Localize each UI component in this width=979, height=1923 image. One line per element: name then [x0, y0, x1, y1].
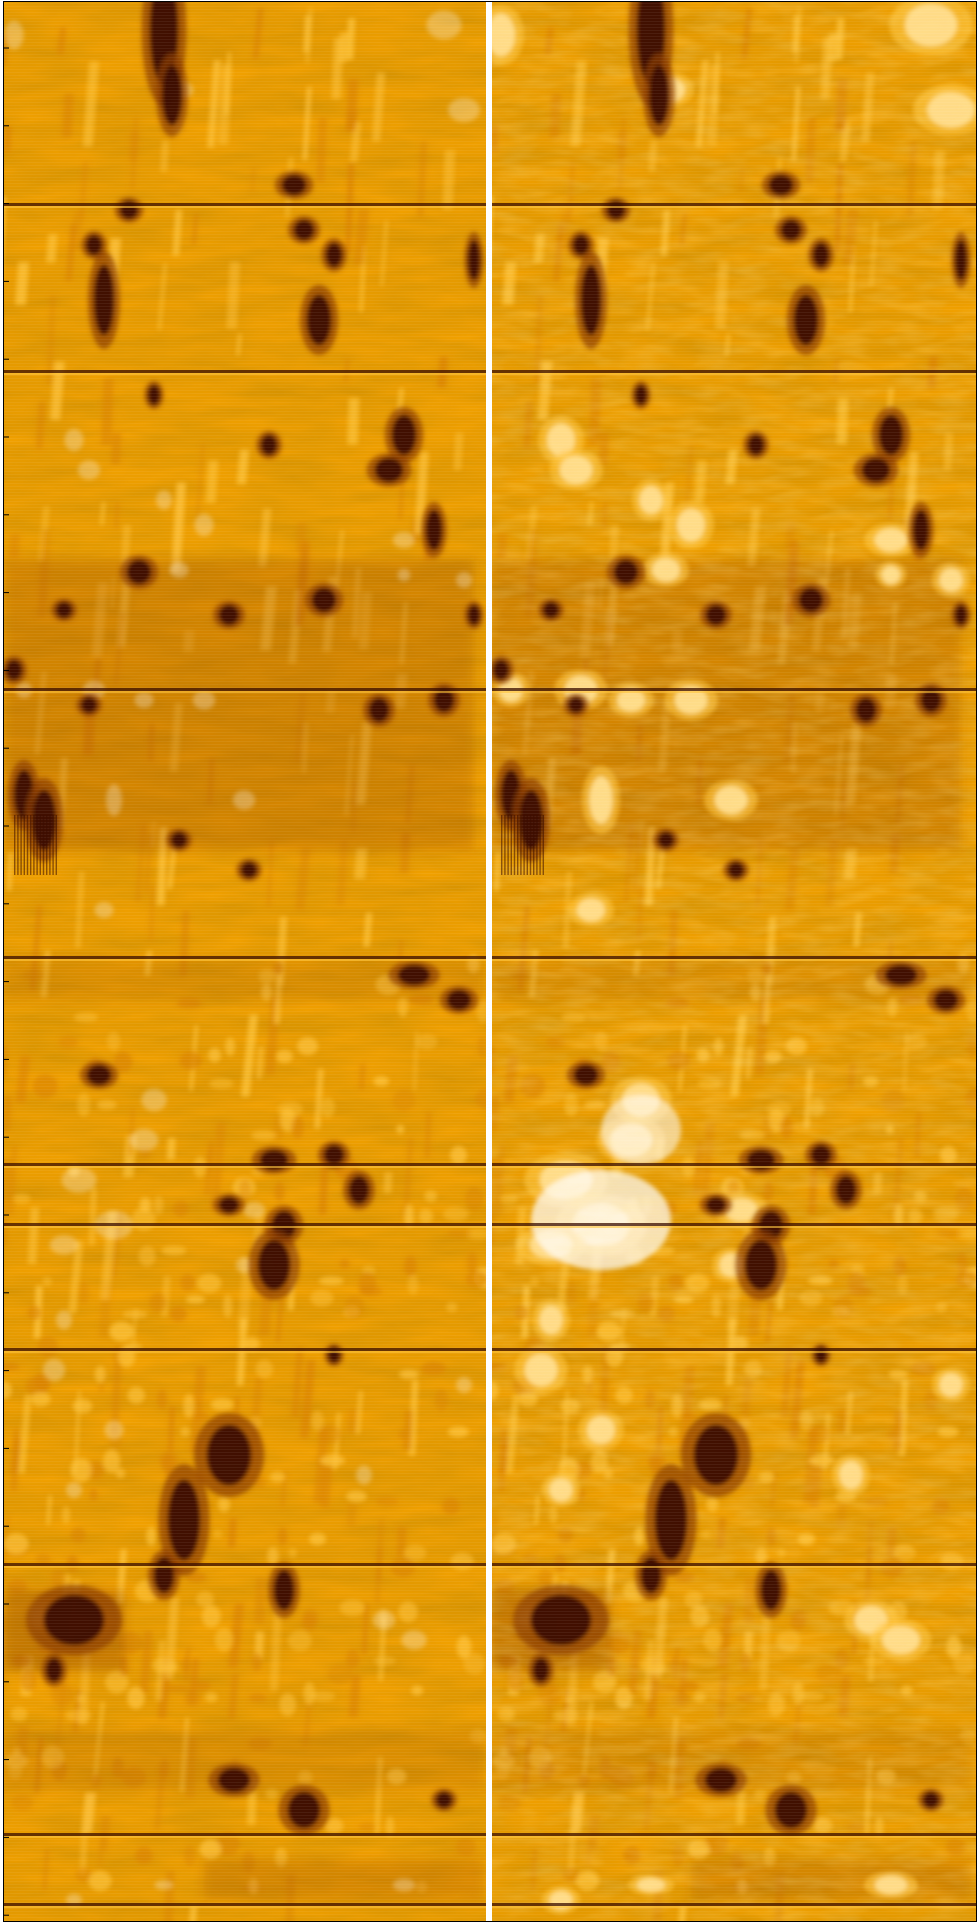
- edge-fringe: [42, 815, 45, 875]
- scan-seam-highlight: [4, 1906, 486, 1908]
- edge-fringe: [533, 815, 535, 875]
- edge-fringe: [36, 815, 38, 875]
- edge-fringe: [523, 815, 525, 875]
- scan-seam: [4, 1348, 486, 1351]
- edge-fringe: [520, 815, 522, 875]
- scan-seam: [4, 1563, 486, 1566]
- scan-seam-highlight: [492, 206, 977, 208]
- edge-fringe: [536, 815, 538, 875]
- edge-fringe: [20, 815, 22, 875]
- scan-seam: [4, 370, 486, 373]
- scan-seam: [492, 1833, 977, 1836]
- edge-fringe: [507, 815, 509, 875]
- scan-seam: [492, 1903, 977, 1906]
- right-panel: [492, 2, 977, 1921]
- scan-seam-highlight: [492, 1836, 977, 1838]
- left-panel: [4, 2, 486, 1921]
- scan-seam: [492, 1348, 977, 1351]
- scan-seam-highlight: [492, 691, 977, 693]
- scan-seam-highlight: [4, 691, 486, 693]
- edge-fringe: [55, 815, 57, 875]
- scan-seam: [4, 1223, 486, 1226]
- scan-seam: [492, 370, 977, 373]
- scan-seam: [4, 1903, 486, 1906]
- edge-fringe: [14, 815, 16, 875]
- scan-seam-highlight: [4, 1566, 486, 1568]
- scan-seam: [4, 956, 486, 959]
- edge-fringe: [26, 815, 29, 875]
- edge-fringe: [501, 815, 503, 875]
- scan-seam-highlight: [492, 1566, 977, 1568]
- scan-seam-highlight: [4, 1166, 486, 1168]
- scan-seam-highlight: [4, 1351, 486, 1353]
- edge-fringe: [52, 815, 54, 875]
- edge-fringe: [17, 815, 19, 875]
- left-axis-ticks: [3, 47, 9, 1916]
- scan-seam: [4, 1163, 486, 1166]
- scan-seam: [492, 956, 977, 959]
- scan-seam-highlight: [492, 373, 977, 375]
- scan-seam: [4, 203, 486, 206]
- scan-lines: [492, 2, 977, 1921]
- scan-seam-highlight: [4, 1226, 486, 1228]
- scan-seam: [492, 688, 977, 691]
- edge-fringe: [23, 815, 25, 875]
- edge-fringe: [46, 815, 48, 875]
- scan-seam: [4, 1833, 486, 1836]
- edge-fringe: [33, 815, 35, 875]
- edge-fringe: [30, 815, 32, 875]
- scan-seam-highlight: [4, 959, 486, 961]
- scan-seam-highlight: [4, 206, 486, 208]
- edge-fringe: [510, 815, 512, 875]
- edge-fringe: [526, 815, 528, 875]
- edge-fringe: [504, 815, 506, 875]
- edge-fringe: [529, 815, 532, 875]
- edge-fringe: [39, 815, 41, 875]
- scan-seam-highlight: [492, 1906, 977, 1908]
- scan-seam-highlight: [492, 1226, 977, 1228]
- panel-separator: [487, 0, 491, 1923]
- scan-seam: [492, 1563, 977, 1566]
- edge-fringe: [513, 815, 516, 875]
- edge-fringe: [517, 815, 519, 875]
- scan-seam-highlight: [492, 959, 977, 961]
- edge-fringe: [542, 815, 544, 875]
- scan-seam-highlight: [492, 1166, 977, 1168]
- scan-seam: [4, 688, 486, 691]
- scan-seam-highlight: [492, 1351, 977, 1353]
- figure-border: [3, 1, 977, 1922]
- scan-seam: [492, 203, 977, 206]
- scan-seam-highlight: [4, 373, 486, 375]
- edge-fringe: [49, 815, 51, 875]
- scan-lines: [4, 2, 486, 1921]
- edge-fringe: [539, 815, 541, 875]
- scan-seam: [492, 1163, 977, 1166]
- scan-seam: [492, 1223, 977, 1226]
- scan-seam-highlight: [4, 1836, 486, 1838]
